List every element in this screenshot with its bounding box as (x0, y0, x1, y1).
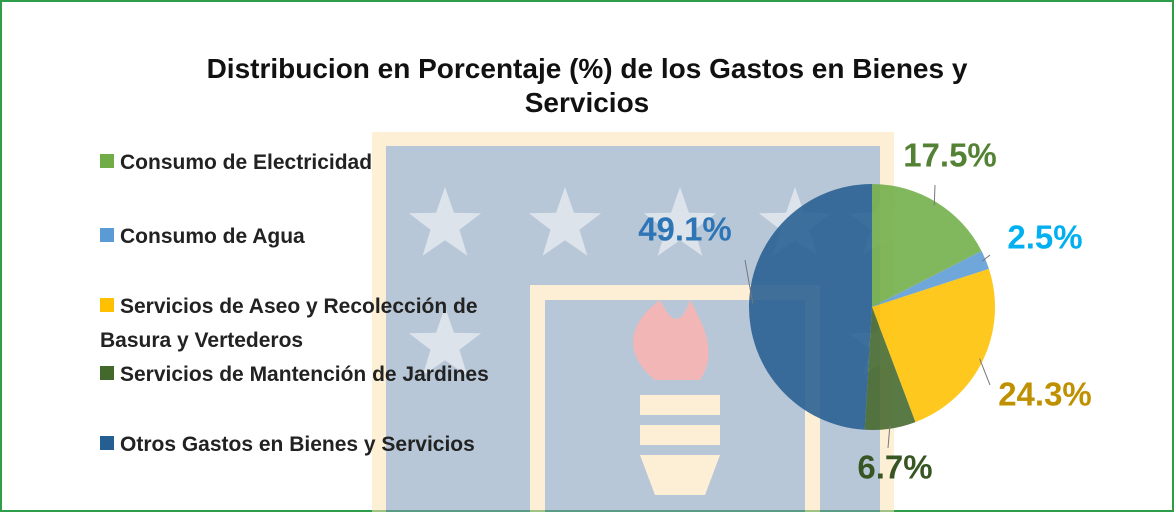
watermark-flame (633, 300, 709, 380)
leader-line (933, 184, 936, 206)
pie-slice (864, 307, 916, 430)
leader-line (981, 254, 991, 262)
watermark-star (643, 187, 717, 256)
data-label: 49.1% (638, 211, 732, 248)
data-label: 17.5% (903, 137, 997, 174)
legend-swatch (100, 436, 114, 450)
pie-slice (872, 268, 995, 423)
chart-title: Distribucion en Porcentaje (%) de los Ga… (206, 53, 968, 118)
leader-line (979, 358, 991, 386)
legend-swatch (100, 154, 114, 168)
legend-item: Otros Gastos en Bienes y Servicios (100, 428, 475, 462)
data-label: 2.5% (1007, 219, 1082, 256)
legend-item: Consumo de Electricidad (100, 146, 372, 180)
watermark-torch (640, 425, 720, 445)
data-label: 24.3% (998, 376, 1092, 413)
watermark-torch (640, 395, 720, 415)
legend-item: Consumo de Agua (100, 220, 305, 254)
data-label: 6.7% (857, 449, 932, 486)
leader-line (744, 259, 754, 304)
legend-item: Servicios de Mantención de Jardines (100, 358, 489, 392)
watermark-star (408, 307, 482, 376)
leader-line (887, 424, 891, 449)
legend-label: Servicios de Aseo y Recolección de Basur… (100, 295, 478, 352)
legend-label: Consumo de Agua (120, 225, 305, 248)
watermark-torch (640, 455, 720, 495)
pie-slice (872, 184, 982, 307)
legend-swatch (100, 298, 114, 312)
pie-slice (749, 184, 872, 430)
legend-label: Consumo de Electricidad (120, 151, 373, 174)
legend-item: Servicios de Aseo y Recolección de Basur… (100, 290, 540, 358)
watermark-star (528, 187, 602, 256)
legend-swatch (100, 228, 114, 242)
legend-label: Servicios de Mantención de Jardines (120, 363, 489, 386)
legend-swatch (100, 366, 114, 380)
watermark-star (408, 187, 482, 256)
pie-slice (872, 251, 989, 307)
legend-label: Otros Gastos en Bienes y Servicios (120, 433, 475, 456)
